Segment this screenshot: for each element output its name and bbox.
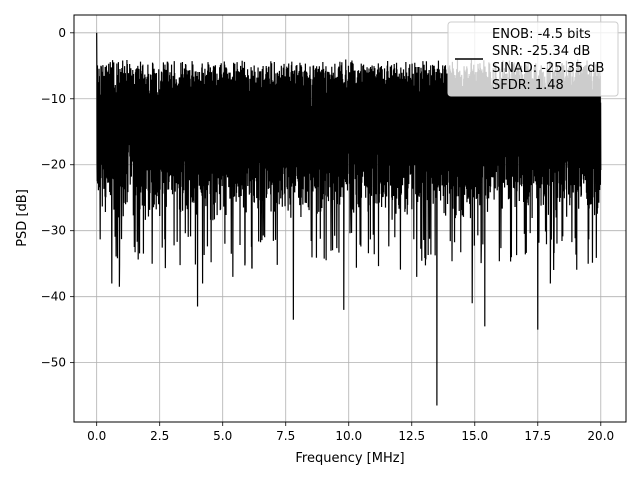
y-tick-label: −10 <box>41 92 66 106</box>
plot-frame <box>73 14 627 423</box>
x-tick-label: 10.0 <box>335 429 362 443</box>
psd-series-line <box>96 32 602 406</box>
x-tick-label: 12.5 <box>398 429 425 443</box>
legend-box <box>447 21 619 97</box>
y-tick-label: −40 <box>41 290 66 304</box>
x-tick-label: 0.0 <box>87 429 106 443</box>
axis-ticks: 0.0 2.5 5.0 7.5 10.0 12.5 15.0 17.5 20.0 0 −10 −20 −… <box>41 26 614 443</box>
x-tick-label: 5.0 <box>213 429 232 443</box>
y-tick-label: −30 <box>41 224 66 238</box>
x-axis-label: Frequency [MHz] <box>295 451 404 466</box>
x-tick-label: 20.0 <box>587 429 614 443</box>
x-tick-label: 7.5 <box>276 429 295 443</box>
x-tick-label: 15.0 <box>461 429 488 443</box>
legend: ENOB: -4.5 bits SNR: -25.34 dB SINAD: -2… <box>447 21 619 97</box>
series-group <box>96 32 602 406</box>
x-tick-label: 2.5 <box>150 429 169 443</box>
legend-entry-enob: ENOB: -4.5 bits <box>492 27 591 42</box>
y-tick-label: −50 <box>41 356 66 370</box>
x-tick-label: 17.5 <box>524 429 551 443</box>
legend-entry-sfdr: SFDR: 1.48 <box>492 78 564 93</box>
y-axis-label: PSD [dB] <box>15 189 30 247</box>
y-tick-label: 0 <box>58 26 66 40</box>
y-tick-label: −20 <box>41 158 66 172</box>
legend-entry-snr: SNR: -25.34 dB <box>492 44 590 59</box>
legend-entry-sinad: SINAD: -25.35 dB <box>492 61 604 76</box>
